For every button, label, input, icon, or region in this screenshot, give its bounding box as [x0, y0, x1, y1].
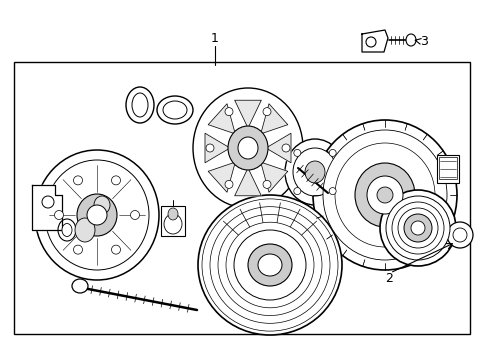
Ellipse shape [163, 214, 182, 234]
Circle shape [328, 188, 335, 195]
Ellipse shape [126, 87, 154, 123]
Polygon shape [208, 104, 235, 134]
Circle shape [73, 245, 82, 254]
Circle shape [130, 211, 139, 220]
Ellipse shape [193, 88, 303, 208]
Ellipse shape [45, 160, 149, 270]
Ellipse shape [366, 176, 402, 214]
Ellipse shape [258, 254, 282, 276]
Circle shape [111, 176, 120, 185]
Ellipse shape [198, 195, 341, 335]
Circle shape [205, 144, 214, 152]
Circle shape [365, 37, 375, 47]
Ellipse shape [334, 143, 434, 247]
Text: 2: 2 [384, 271, 392, 284]
Ellipse shape [157, 96, 193, 124]
Ellipse shape [323, 130, 446, 260]
Circle shape [73, 176, 82, 185]
Ellipse shape [77, 194, 117, 236]
Polygon shape [234, 168, 261, 196]
Ellipse shape [452, 228, 466, 242]
Ellipse shape [403, 214, 431, 242]
Ellipse shape [379, 190, 455, 266]
Polygon shape [361, 30, 387, 52]
Ellipse shape [397, 208, 437, 248]
Ellipse shape [446, 222, 472, 248]
Circle shape [263, 108, 270, 116]
Ellipse shape [376, 187, 392, 203]
Polygon shape [32, 185, 62, 230]
Ellipse shape [391, 202, 443, 254]
Bar [14, 62, 469, 334]
Text: 1: 1 [211, 32, 219, 45]
Ellipse shape [285, 139, 345, 205]
Circle shape [282, 144, 289, 152]
Polygon shape [204, 133, 229, 163]
Ellipse shape [227, 126, 267, 170]
Circle shape [328, 149, 335, 156]
Ellipse shape [385, 196, 449, 260]
Circle shape [224, 108, 232, 116]
Ellipse shape [62, 224, 72, 237]
Ellipse shape [354, 163, 414, 227]
Polygon shape [260, 162, 287, 192]
Circle shape [54, 211, 63, 220]
Ellipse shape [58, 219, 76, 241]
Ellipse shape [94, 196, 110, 214]
Ellipse shape [410, 221, 424, 235]
Circle shape [263, 180, 270, 188]
Bar [436, 155, 458, 183]
Polygon shape [260, 104, 287, 134]
Ellipse shape [72, 279, 88, 293]
Text: 3: 3 [419, 35, 427, 48]
Ellipse shape [168, 208, 178, 220]
Ellipse shape [87, 205, 107, 225]
Ellipse shape [75, 218, 95, 242]
Bar [161, 206, 184, 236]
Ellipse shape [305, 161, 325, 183]
Circle shape [293, 188, 300, 195]
Circle shape [224, 180, 232, 188]
Ellipse shape [163, 101, 186, 119]
Ellipse shape [292, 148, 336, 196]
Ellipse shape [132, 93, 148, 117]
Circle shape [42, 196, 54, 208]
Ellipse shape [35, 150, 159, 280]
Ellipse shape [238, 137, 258, 159]
Bar [438, 157, 456, 179]
Circle shape [293, 149, 300, 156]
Ellipse shape [247, 244, 291, 286]
Circle shape [111, 245, 120, 254]
Polygon shape [234, 100, 261, 128]
Polygon shape [208, 162, 235, 192]
Ellipse shape [312, 120, 456, 270]
Polygon shape [265, 133, 290, 163]
Ellipse shape [405, 34, 415, 46]
